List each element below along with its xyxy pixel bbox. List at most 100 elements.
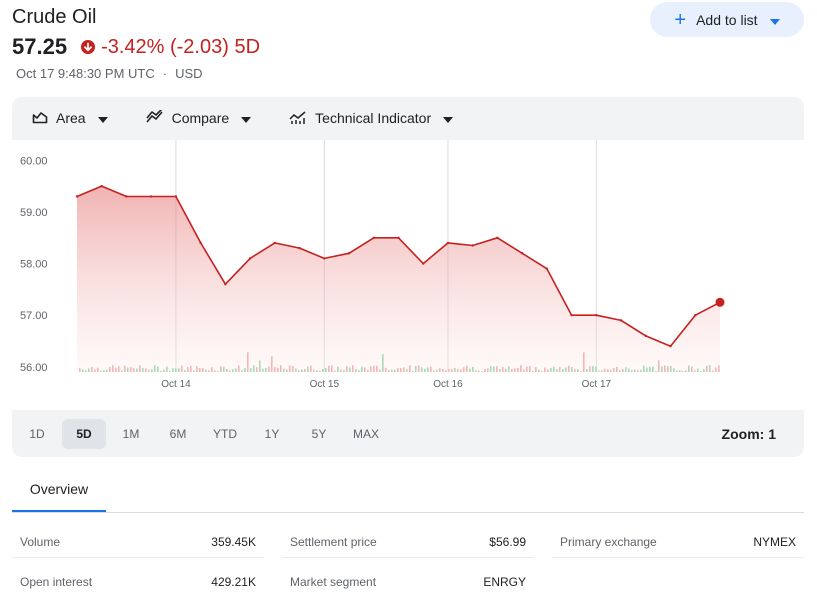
volume-bar <box>439 367 441 372</box>
timestamp: Oct 17 9:48:30 PM UTC <box>16 66 155 81</box>
x-tick-label: Oct 15 <box>310 379 340 390</box>
volume-bar <box>244 368 246 372</box>
volume-bar <box>223 366 225 372</box>
volume-bar <box>505 368 507 372</box>
volume-bar <box>574 368 576 372</box>
volume-bar <box>568 365 570 372</box>
volume-bar <box>253 365 255 372</box>
compare-dropdown[interactable]: Compare <box>145 107 252 127</box>
volume-bar <box>538 369 540 372</box>
volume-bar <box>136 368 138 372</box>
range-max[interactable]: MAX <box>352 427 379 441</box>
volume-bar <box>238 365 240 372</box>
range-5y[interactable]: 5Y <box>311 427 327 441</box>
add-to-list-label: Add to list <box>696 11 758 28</box>
price-point <box>471 244 474 247</box>
range-5d[interactable]: 5D <box>62 419 106 449</box>
price-point <box>694 314 697 317</box>
dropdown-caret-icon <box>769 12 780 28</box>
volume-bar <box>208 370 210 372</box>
volume-bar <box>529 365 531 372</box>
volume-bar <box>664 365 666 372</box>
volume-bar <box>400 368 402 372</box>
volume-bar <box>358 370 360 372</box>
volume-bar <box>487 368 489 372</box>
volume-bar <box>511 368 513 372</box>
volume-bar <box>718 365 720 372</box>
volume-bar <box>553 366 555 372</box>
volume-bar <box>202 368 204 372</box>
stat-label: Settlement price <box>290 535 377 549</box>
technical-indicator-label: Technical Indicator <box>315 110 432 126</box>
separator: · <box>162 66 168 81</box>
volume-bar <box>589 366 591 372</box>
volume-bar <box>637 370 639 372</box>
tab-overview[interactable]: Overview <box>12 468 106 512</box>
volume-bar <box>100 370 102 372</box>
volume-bar <box>199 368 201 372</box>
volume-bar <box>130 367 132 372</box>
volume-bar <box>547 369 549 372</box>
volume-bar <box>676 370 678 372</box>
stat-primary-exchange: Primary exchange NYMEX <box>552 527 804 558</box>
range-1m[interactable]: 1M <box>122 427 140 441</box>
volume-bar <box>304 369 306 372</box>
volume-bar <box>265 367 267 372</box>
technical-indicator-dropdown[interactable]: Technical Indicator <box>289 110 454 127</box>
price-point <box>595 314 598 317</box>
volume-bar <box>595 366 597 372</box>
range-6m[interactable]: 6M <box>169 427 187 441</box>
volume-bar <box>166 366 168 372</box>
volume-bar <box>112 365 114 372</box>
volume-bar <box>271 356 273 372</box>
volume-bar <box>316 370 318 372</box>
volume-bar <box>652 366 654 372</box>
volume-bar <box>376 365 378 372</box>
volume-bar <box>715 367 717 372</box>
volume-bar <box>604 368 606 372</box>
volume-bar <box>280 365 282 372</box>
volume-bar <box>661 366 663 372</box>
range-1d[interactable]: 1D <box>29 427 45 441</box>
price-point <box>446 241 450 245</box>
volume-bar <box>313 369 315 372</box>
price-chart[interactable]: Oct 14 Oct 15 Oct 16 Oct 17 60.00 59.00 58.00 5… <box>12 140 804 410</box>
volume-bar <box>133 368 135 372</box>
volume-bar <box>373 365 375 372</box>
volume-bar <box>631 370 633 372</box>
volume-bar <box>712 370 714 372</box>
stat-value: 429.21K <box>211 575 256 589</box>
stat-label: Primary exchange <box>560 535 657 549</box>
volume-bar <box>586 368 588 372</box>
volume-bar <box>337 366 339 372</box>
volume-bar <box>79 368 81 372</box>
volume-bar <box>310 365 312 372</box>
volume-bar <box>97 367 99 372</box>
price-point <box>125 195 128 198</box>
volume-bar <box>655 370 657 372</box>
volume-bar <box>211 367 213 372</box>
volume-bar <box>685 370 687 372</box>
volume-bar <box>517 367 519 372</box>
x-tick-label: Oct 14 <box>161 379 191 390</box>
current-price: 57.25 <box>12 34 68 59</box>
volume-bar <box>262 368 264 372</box>
add-to-list-button[interactable]: + Add to list <box>650 2 804 37</box>
volume-bar <box>160 370 162 372</box>
volume-bar <box>256 367 258 372</box>
chart-type-dropdown[interactable]: Area <box>32 110 108 127</box>
volume-bar <box>646 367 648 372</box>
y-tick-label: 59.00 <box>20 207 48 219</box>
price-point <box>248 257 252 260</box>
volume-bar <box>520 365 522 372</box>
volume-bar <box>610 370 612 372</box>
compare-label: Compare <box>171 110 230 126</box>
volume-bar <box>169 370 171 372</box>
volume-bar <box>514 368 516 372</box>
volume-bar <box>343 370 345 372</box>
volume-bar <box>181 365 183 372</box>
caret-icon <box>241 110 252 126</box>
volume-bar <box>235 368 237 372</box>
range-ytd[interactable]: YTD <box>213 427 237 441</box>
range-1y[interactable]: 1Y <box>264 427 280 441</box>
